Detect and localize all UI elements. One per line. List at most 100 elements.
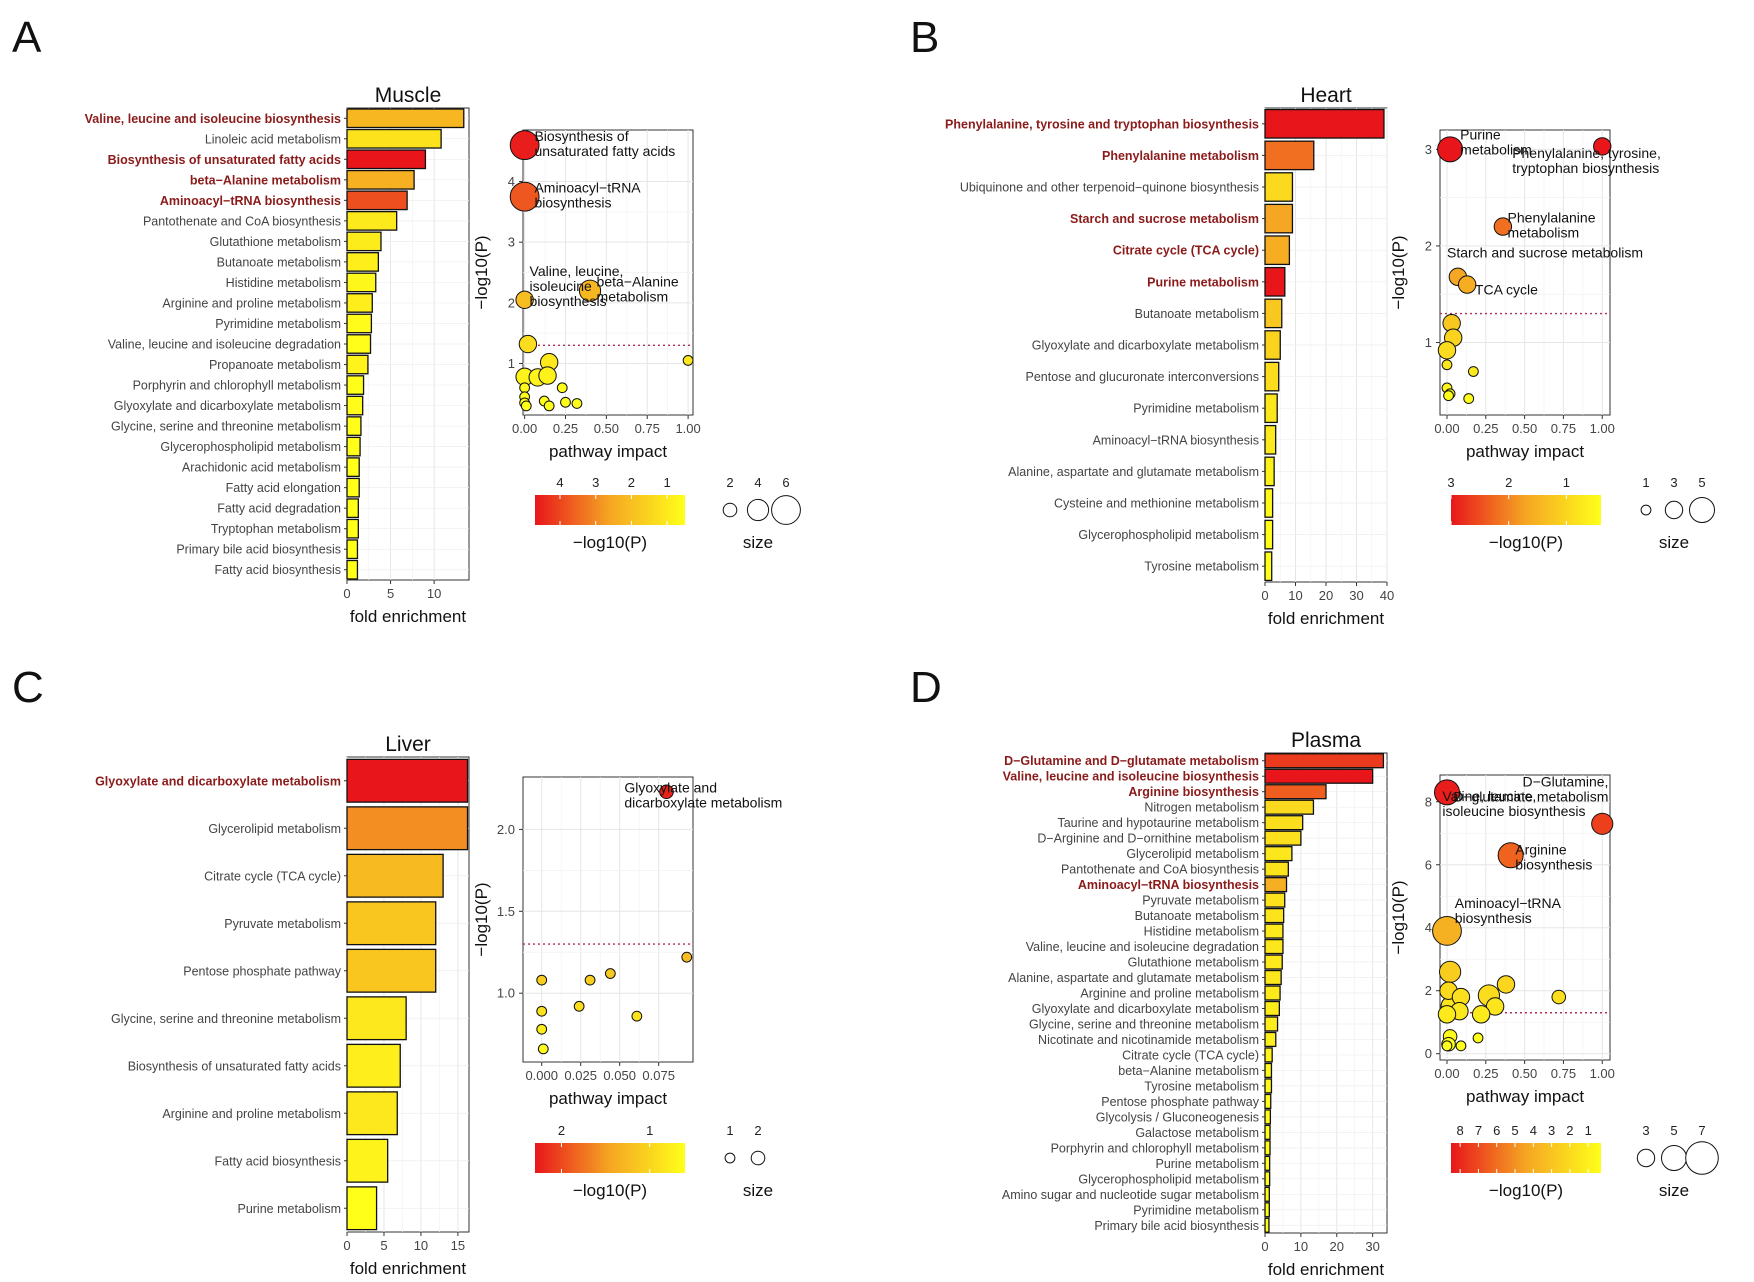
colorbar-tick-label: 8 (1457, 1123, 1464, 1138)
bubble-point (1455, 1040, 1467, 1052)
category-label: Pyrimidine metabolism (1133, 1203, 1259, 1217)
colorbar-tick-label: 3 (1548, 1123, 1555, 1138)
colorbar-tick-label: 3 (592, 475, 599, 490)
size-legend-label: 7 (1698, 1123, 1705, 1138)
bubble-point (631, 1010, 643, 1022)
bar (346, 457, 360, 478)
size-legend-circle (1661, 1145, 1687, 1171)
x-tick-label: 0.075 (642, 1068, 675, 1083)
category-label: Citrate cycle (TCA cycle) (1122, 1048, 1259, 1062)
colorbar-tick-label: 7 (1475, 1123, 1482, 1138)
x-tick-label: 5 (387, 586, 394, 601)
x-axis-title: pathway impact (549, 442, 667, 461)
category-label: Alanine, aspartate and glutamate metabol… (1008, 465, 1259, 479)
bar (346, 518, 359, 539)
chart-title: Muscle (375, 84, 442, 107)
category-label: Tyrosine metabolism (1144, 1079, 1259, 1093)
bubble-point (509, 130, 540, 161)
category-label: Pyrimidine metabolism (1133, 402, 1259, 416)
bar (1264, 861, 1289, 877)
bubble-point (1437, 136, 1464, 163)
panel-label: A (12, 13, 42, 62)
category-label: Glyoxylate and dicarboxylate metabolism (1032, 339, 1259, 353)
x-tick-label: 20 (1319, 588, 1333, 603)
category-label: Fatty acid elongation (226, 481, 341, 495)
y-tick-label: 2.0 (497, 822, 515, 837)
category-label: Propanoate metabolism (209, 358, 341, 372)
category-label: Amino sugar and nucleotide sugar metabol… (1002, 1188, 1259, 1202)
bar (1264, 424, 1277, 455)
bar (1264, 1155, 1271, 1171)
bar (346, 1091, 398, 1136)
bar (346, 375, 365, 395)
category-label: Arginine biosynthesis (1128, 785, 1259, 799)
bar (1264, 876, 1288, 893)
y-tick-label: 1.5 (497, 904, 515, 919)
colorbar-tick-label: 1 (1585, 1123, 1592, 1138)
bar (346, 334, 372, 354)
category-label: Butanoate metabolism (1135, 909, 1259, 923)
colorbar (535, 495, 685, 525)
x-tick-label: 15 (451, 1238, 465, 1253)
x-tick-label: 0.050 (603, 1068, 636, 1083)
colorbar-tick-label: 1 (664, 475, 671, 490)
x-tick-label: 0.75 (635, 421, 660, 436)
colorbar-tick-label: 4 (1530, 1123, 1537, 1138)
annotation-line: Glyoxylate and (624, 780, 717, 796)
colorbar-tick-label: 6 (1493, 1123, 1500, 1138)
bar (346, 477, 360, 498)
x-tick-label: 0.00 (1434, 1066, 1459, 1081)
bar (1264, 969, 1282, 986)
size-legend-label: 3 (1642, 1123, 1649, 1138)
x-tick-label: 1.00 (1590, 1066, 1615, 1081)
bar (346, 758, 469, 803)
size-legend-circle (1664, 500, 1684, 520)
colorbar-title: −log10(P) (1489, 1181, 1563, 1200)
bar (1264, 753, 1385, 769)
category-label: Aminoacyl−tRNA biosynthesis (1093, 433, 1259, 447)
size-legend-label: 1 (726, 1123, 733, 1138)
annotation-line: D−Glutamine, (1522, 774, 1608, 790)
x-tick-label: 0 (343, 586, 350, 601)
bar (1264, 1124, 1271, 1140)
y-tick-label: 3 (1425, 142, 1432, 157)
category-label: Glycerolipid metabolism (208, 822, 341, 836)
x-axis-title: fold enrichment (1268, 1260, 1385, 1279)
bar (346, 996, 407, 1041)
bar (346, 853, 444, 898)
bubble-point (682, 355, 694, 366)
panel-B: B Phenylalanine, tyrosine and tryptophan … (910, 13, 1715, 628)
bubble-point (538, 366, 557, 385)
x-tick-label: 0 (1261, 1239, 1268, 1254)
bar (1264, 1078, 1273, 1094)
bubble-point (578, 279, 602, 302)
chart-title: Liver (385, 733, 431, 756)
bubble-point (1591, 812, 1614, 835)
annotation-line: Valine, leucine, (530, 263, 624, 279)
category-label: Ubiquinone and other terpenoid−quinone b… (960, 181, 1259, 195)
annotation-line: biosynthesis (1515, 856, 1592, 872)
x-axis-title: fold enrichment (350, 1259, 467, 1278)
colorbar-tick-label: 2 (1566, 1123, 1573, 1138)
bar (1264, 954, 1283, 970)
colorbar-tick-label: 5 (1511, 1123, 1518, 1138)
x-tick-label: 0.50 (594, 421, 619, 436)
category-label: Purine metabolism (237, 1202, 341, 1216)
bar (1264, 1016, 1279, 1032)
panel-label: C (12, 663, 44, 712)
category-label: Glycine, serine and threonine metabolism (1029, 1017, 1259, 1031)
x-axis-title: pathway impact (1466, 442, 1584, 461)
bar (1264, 361, 1280, 392)
category-label: Phenylalanine metabolism (1102, 149, 1259, 163)
size-legend-title: size (743, 533, 773, 552)
annotation-line: biosynthesis (534, 195, 611, 211)
x-tick-label: 0.50 (1512, 421, 1537, 436)
size-legend-label: 4 (754, 475, 761, 490)
bar (1264, 1140, 1271, 1156)
category-label: beta−Alanine metabolism (190, 173, 341, 187)
x-tick-label: 0.25 (553, 421, 578, 436)
category-label: Glycine, serine and threonine metabolism (111, 420, 341, 434)
bubble-point (536, 974, 548, 986)
x-axis-title: pathway impact (549, 1089, 667, 1108)
category-label: Arginine and proline metabolism (1080, 987, 1259, 1001)
